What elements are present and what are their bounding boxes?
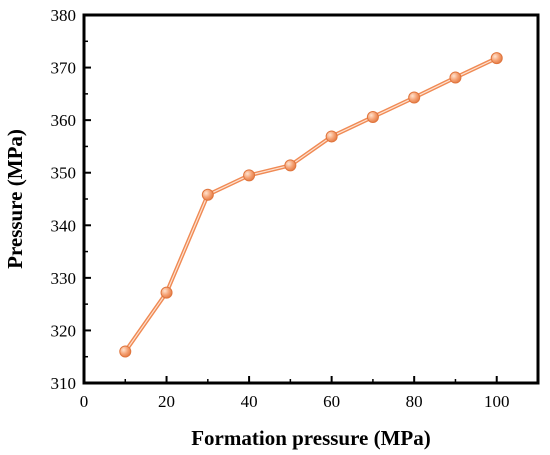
data-point: [160, 286, 173, 299]
series-line: [123, 56, 499, 354]
data-point: [490, 52, 503, 65]
data-point: [449, 71, 462, 84]
x-tick-label: 60: [323, 392, 340, 411]
y-tick-label: 370: [51, 59, 77, 78]
series-layer: [119, 52, 503, 358]
data-point: [325, 130, 338, 143]
y-tick-label: 320: [51, 321, 77, 340]
x-tick-label: 20: [158, 392, 175, 411]
axis-ticks: 0 20 40 60 80 100 310 320 330 340 350 360 370 380: [51, 6, 510, 411]
data-point: [284, 159, 297, 172]
x-tick-label: 0: [80, 392, 89, 411]
data-point: [243, 169, 256, 182]
x-tick-label: 80: [406, 392, 423, 411]
y-tick-label: 350: [51, 164, 77, 183]
data-point: [366, 110, 379, 123]
data-point: [408, 91, 421, 104]
y-tick-label: 360: [51, 111, 77, 130]
data-point: [119, 345, 132, 358]
x-axis-title: Formation pressure (MPa): [191, 426, 431, 450]
y-axis-title: Pressure (MPa): [3, 129, 27, 269]
x-tick-label: 100: [484, 392, 510, 411]
y-tick-label: 310: [51, 374, 77, 393]
y-tick-label: 380: [51, 6, 77, 25]
data-point: [201, 188, 214, 201]
plot-frame: [82, 13, 540, 385]
x-tick-label: 40: [241, 392, 258, 411]
y-tick-label: 340: [51, 216, 77, 235]
y-tick-label: 330: [51, 269, 77, 288]
series-line-highlight: [124, 57, 497, 352]
